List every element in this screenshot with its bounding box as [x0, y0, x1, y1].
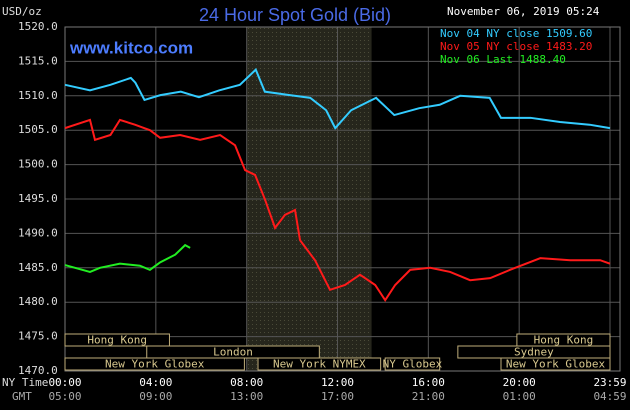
x2-row-label: GMT: [12, 390, 32, 403]
legend-entry: Nov 05 NY close 1483.20: [440, 40, 592, 53]
x-tick-label: 16:00: [412, 376, 445, 389]
session-bar: [64, 333, 170, 347]
legend-entry: Nov 04 NY close 1509.60: [440, 27, 592, 40]
x-tick-label: 12:00: [321, 376, 354, 389]
session-label: Hong Kong: [534, 334, 594, 347]
price-line: [64, 118, 611, 302]
session-bar: [64, 357, 245, 371]
x-tick-label: 23:59: [593, 376, 626, 389]
price-line: [64, 67, 611, 130]
x-tick-label: 00:00: [48, 376, 81, 389]
y-tick-label: 1510.0: [18, 89, 58, 102]
site: www.kitco.com: [69, 38, 193, 57]
x2-tick-label: 13:00: [230, 390, 263, 403]
session-label: Hong Kong: [87, 334, 147, 347]
plot-frame: [64, 26, 621, 372]
x-tick-label: 20:00: [503, 376, 536, 389]
timestamp: November 06, 2019 05:24: [447, 5, 600, 18]
session-label: New York NYMEX: [273, 358, 366, 371]
y-tick-label: 1470.0: [18, 364, 58, 377]
chart-title: 24 Hour Spot Gold (Bid): [199, 5, 391, 25]
y-tick-label: 1485.0: [18, 261, 58, 274]
x-tick-label: 04:00: [139, 376, 172, 389]
session-bar: [500, 357, 611, 371]
x2-tick-label: 01:00: [503, 390, 536, 403]
legend-entry: Nov 06 Last 1488.40: [440, 53, 566, 66]
x2-tick-label: 21:00: [412, 390, 445, 403]
x2-tick-label: 05:00: [48, 390, 81, 403]
session-label: New York Globex: [506, 358, 606, 371]
unit-label: USD/oz: [2, 5, 42, 18]
y-tick-label: 1500.0: [18, 158, 58, 171]
y-tick-label: 1475.0: [18, 330, 58, 343]
y-tick-label: 1515.0: [18, 54, 58, 67]
y-tick-label: 1505.0: [18, 123, 58, 136]
session-label: London: [213, 346, 253, 359]
price-line: [64, 243, 191, 273]
session-label: Sydney: [514, 346, 554, 359]
y-tick-label: 1520.0: [18, 20, 58, 33]
x-tick-label: 08:00: [230, 376, 263, 389]
session-label: NY Globex: [383, 358, 443, 371]
session-label: New York Globex: [105, 358, 205, 371]
x2-tick-label: 09:00: [139, 390, 172, 403]
session-bar: [384, 357, 441, 371]
y-tick-label: 1495.0: [18, 192, 58, 205]
y-tick-label: 1490.0: [18, 226, 58, 239]
x2-tick-label: 04:59: [593, 390, 626, 403]
x2-tick-label: 17:00: [321, 390, 354, 403]
x-row-label: NY Time: [2, 376, 48, 389]
session-bar: [257, 357, 382, 371]
y-tick-label: 1480.0: [18, 295, 58, 308]
